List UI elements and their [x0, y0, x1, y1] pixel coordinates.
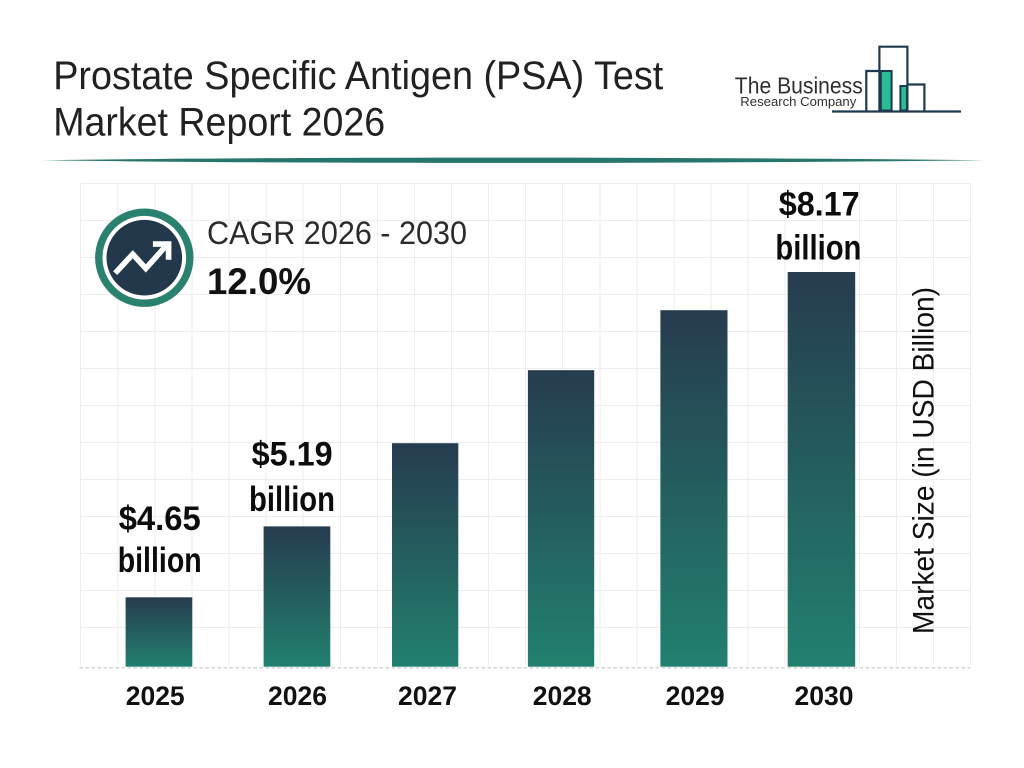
svg-text:billion: billion: [118, 541, 202, 580]
svg-text:CAGR 2026 - 2030: CAGR 2026 - 2030: [207, 215, 467, 251]
svg-text:$4.65: $4.65: [119, 500, 201, 538]
svg-text:12.0%: 12.0%: [207, 261, 311, 302]
svg-text:Research Company: Research Company: [740, 94, 857, 109]
svg-text:Prostate Specific Antigen (PSA: Prostate Specific Antigen (PSA) Test: [53, 54, 663, 98]
svg-text:The Business: The Business: [735, 72, 863, 98]
svg-text:billion: billion: [249, 480, 335, 519]
svg-text:$5.19: $5.19: [252, 435, 333, 473]
svg-text:$8.17: $8.17: [779, 186, 860, 224]
svg-text:2026: 2026: [268, 681, 327, 711]
svg-text:billion: billion: [775, 229, 861, 268]
svg-text:Market Report 2026: Market Report 2026: [53, 101, 385, 145]
svg-text:2027: 2027: [398, 681, 457, 711]
svg-text:2029: 2029: [666, 681, 725, 711]
svg-text:2025: 2025: [126, 681, 185, 711]
svg-text:2028: 2028: [533, 681, 592, 711]
svg-text:2030: 2030: [795, 681, 854, 711]
svg-text:Market Size (in USD Billion): Market Size (in USD Billion): [908, 287, 941, 634]
